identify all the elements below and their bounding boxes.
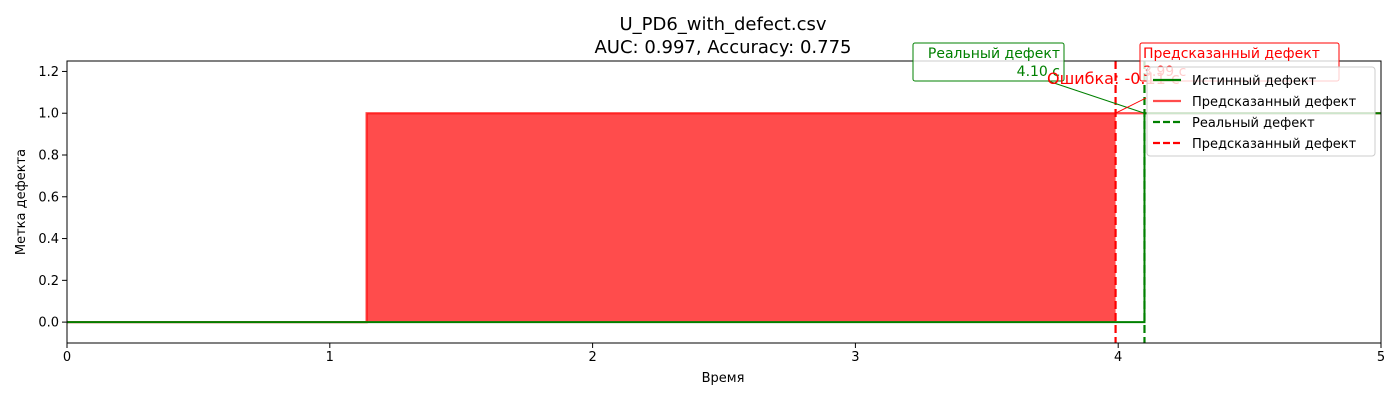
x-axis-label: Время [702, 371, 745, 386]
real-defect-annotation-arrow [1047, 80, 1145, 114]
y-tick-label: 0.4 [38, 232, 59, 247]
plot-frame [66, 60, 1382, 344]
x-axis: 0 1 2 3 4 5 [63, 343, 1385, 365]
x-tick-label: 4 [1114, 350, 1122, 365]
x-tick-label: 0 [63, 350, 71, 365]
y-tick-label: 0.2 [38, 274, 59, 289]
x-tick-label: 5 [1377, 350, 1385, 365]
real-defect-annotation-box [912, 42, 1065, 82]
legend-box [1146, 66, 1376, 157]
predicted-defect-toggle-region [366, 113, 1116, 323]
y-tick-label: 0.8 [38, 149, 59, 164]
plot-data [67, 61, 1381, 343]
real-defect-annotation-value: 4.10 с [1017, 64, 1060, 80]
x-tick-label: 1 [326, 350, 334, 365]
chart-title: U_PD6_with_defect.csv [619, 14, 826, 35]
x-tick-label: 2 [588, 350, 596, 365]
legend-label: Истинный дефект [1192, 74, 1317, 89]
legend-label: Предсказанный дефект [1192, 95, 1357, 110]
y-tick-label: 1.0 [38, 107, 59, 122]
chart-subtitle: AUC: 0.997, Accuracy: 0.775 [594, 37, 851, 58]
predicted-defect-annotation-arrow [1115, 97, 1147, 114]
y-tick-label: 0.0 [38, 316, 59, 331]
legend: Истинный дефект Предсказанный дефект Реаль… [1146, 66, 1376, 157]
y-axis-label: Метка дефекта [14, 149, 29, 255]
y-axis: 0.0 0.2 0.4 0.6 0.8 1.0 1.2 [38, 65, 67, 331]
y-tick-label: 0.6 [38, 190, 59, 205]
x-tick-label: 3 [851, 350, 859, 365]
real-defect-annotation-title: Реальный дефект [928, 46, 1060, 62]
legend-label: Реальный дефект [1192, 116, 1315, 131]
y-tick-label: 1.2 [38, 65, 59, 80]
legend-label: Предсказанный дефект [1192, 137, 1357, 152]
predicted-defect-annotation-title: Предсказанный дефект [1143, 46, 1320, 62]
